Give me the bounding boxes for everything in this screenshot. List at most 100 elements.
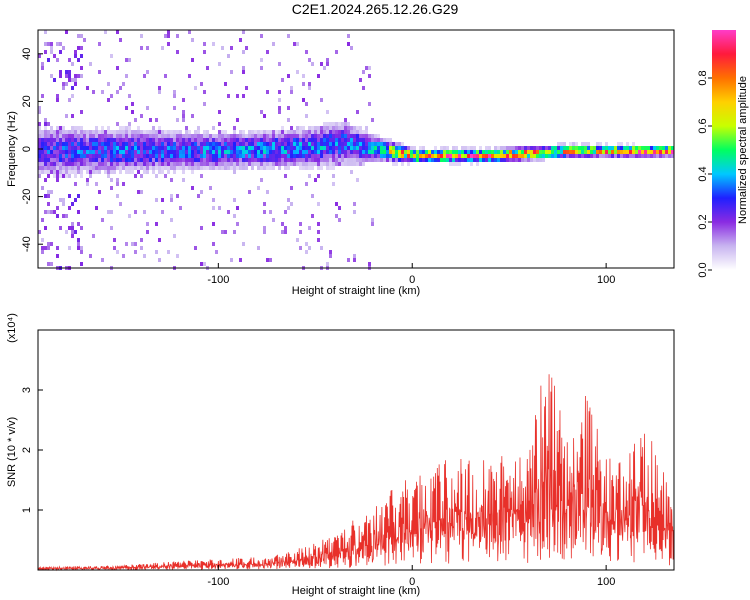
heatmap-cell: [284, 142, 287, 146]
heatmap-cell: [56, 166, 59, 170]
heatmap-cell: [86, 142, 89, 146]
heatmap-cell: [407, 154, 410, 158]
heatmap-cell: [494, 154, 497, 158]
heatmap-cell: [428, 158, 431, 162]
heatmap-cell: [224, 138, 227, 142]
heatmap-cell: [227, 138, 230, 142]
heatmap-cell: [335, 122, 338, 126]
heatmap-cell: [59, 134, 62, 138]
heatmap-cell: [461, 146, 464, 150]
heatmap-cell: [149, 146, 152, 150]
heatmap-cell: [323, 130, 326, 134]
heatmap-cell: [329, 142, 332, 146]
heatmap-cell: [524, 158, 527, 162]
heatmap-cell: [272, 218, 275, 222]
heatmap-cell: [200, 174, 203, 178]
heatmap-cell: [278, 98, 281, 102]
heatmap-cell: [143, 162, 146, 166]
heatmap-cell: [101, 138, 104, 142]
heatmap-cell: [107, 158, 110, 162]
heatmap-cell: [170, 146, 173, 150]
heatmap-cell: [65, 174, 68, 178]
heatmap-cell: [92, 234, 95, 238]
heatmap-cell: [305, 154, 308, 158]
snr-panel: -100 0 100 123 Height of straight line (km…: [6, 313, 675, 597]
heatmap-cell: [134, 146, 137, 150]
x-tick-label: 0: [409, 576, 415, 588]
heatmap-cell: [350, 154, 353, 158]
heatmap-cell: [485, 150, 488, 154]
heatmap-cell: [389, 154, 392, 158]
heatmap-cell: [287, 34, 290, 38]
heatmap-cell: [326, 126, 329, 130]
heatmap-cell: [323, 66, 326, 70]
heatmap-cell: [236, 94, 239, 98]
heatmap-cell: [491, 158, 494, 162]
heatmap-cell: [239, 158, 242, 162]
heatmap-cell: [527, 146, 530, 150]
heatmap-cell: [176, 130, 179, 134]
heatmap-cell: [182, 178, 185, 182]
heatmap-cell: [191, 38, 194, 42]
heatmap-cell: [347, 150, 350, 154]
heatmap-cell: [299, 162, 302, 166]
heatmap-cell: [179, 158, 182, 162]
snr-plot-area: [38, 330, 674, 570]
heatmap-cell: [233, 162, 236, 166]
heatmap-cell: [38, 142, 41, 146]
heatmap-cell: [125, 134, 128, 138]
heatmap-cell: [200, 150, 203, 154]
heatmap-cell: [161, 162, 164, 166]
y-tick-label: -20: [21, 189, 33, 205]
heatmap-cell: [80, 226, 83, 230]
heatmap-cell: [221, 130, 224, 134]
heatmap-cell: [323, 134, 326, 138]
heatmap-cell: [44, 226, 47, 230]
heatmap-cell: [440, 146, 443, 150]
heatmap-cell: [167, 142, 170, 146]
heatmap-cell: [149, 150, 152, 154]
heatmap-cell: [512, 146, 515, 150]
heatmap-cell: [296, 130, 299, 134]
heatmap-cell: [539, 146, 542, 150]
heatmap-cell: [419, 150, 422, 154]
heatmap-cell: [377, 134, 380, 138]
heatmap-cell: [137, 138, 140, 142]
heatmap-cell: [368, 154, 371, 158]
heatmap-cell: [332, 166, 335, 170]
heatmap-cell: [176, 154, 179, 158]
heatmap-cell: [284, 174, 287, 178]
heatmap-cell: [335, 214, 338, 218]
heatmap-cell: [599, 154, 602, 158]
heatmap-cell: [113, 142, 116, 146]
heatmap-cell: [125, 154, 128, 158]
heatmap-cell: [284, 146, 287, 150]
heatmap-cell: [125, 138, 128, 142]
heatmap-cell: [71, 134, 74, 138]
heatmap-cell: [266, 162, 269, 166]
heatmap-cell: [80, 174, 83, 178]
heatmap-cell: [308, 150, 311, 154]
heatmap-cell: [404, 158, 407, 162]
heatmap-cell: [89, 62, 92, 66]
heatmap-cell: [557, 146, 560, 150]
heatmap-cell: [359, 142, 362, 146]
heatmap-cell: [44, 162, 47, 166]
heatmap-cell: [344, 126, 347, 130]
heatmap-cell: [281, 134, 284, 138]
snr-x-axis-label: Height of straight line (km): [292, 585, 420, 597]
heatmap-cell: [161, 146, 164, 150]
heatmap-cell: [461, 154, 464, 158]
heatmap-cell: [314, 162, 317, 166]
heatmap-cell: [266, 150, 269, 154]
heatmap-cell: [317, 74, 320, 78]
heatmap-cell: [245, 154, 248, 158]
heatmap-cell: [350, 170, 353, 174]
heatmap-cell: [167, 166, 170, 170]
heatmap-cell: [125, 130, 128, 134]
heatmap-cell: [338, 134, 341, 138]
heatmap-cell: [458, 154, 461, 158]
heatmap-cell: [110, 146, 113, 150]
heatmap-cell: [245, 134, 248, 138]
heatmap-cell: [470, 162, 473, 166]
